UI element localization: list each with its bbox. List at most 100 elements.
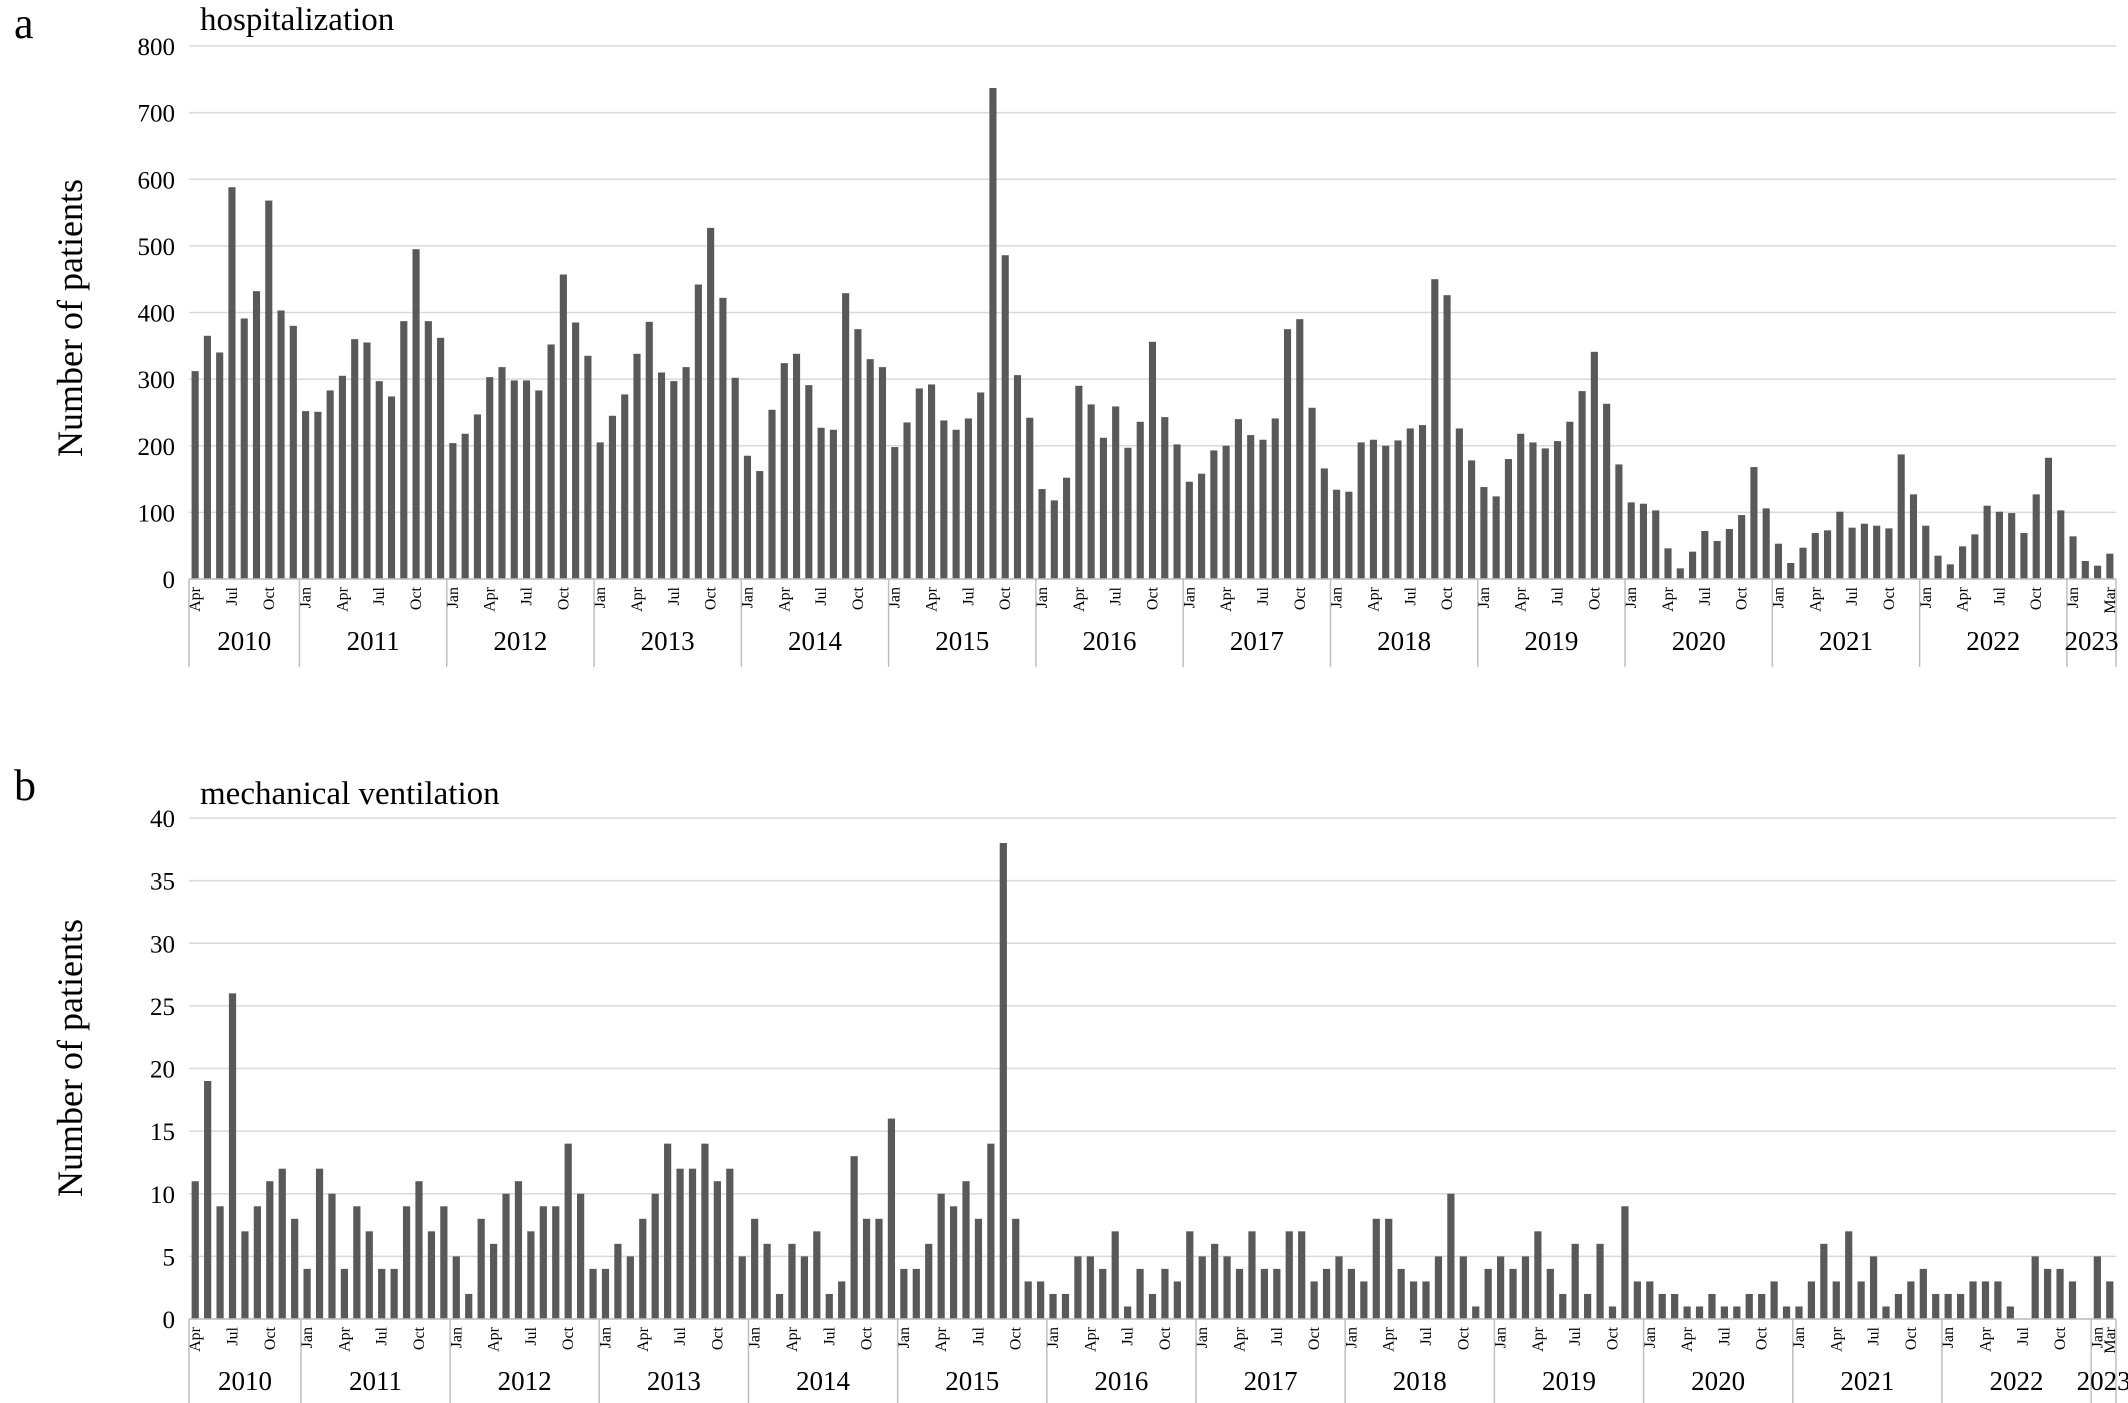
month-tick-label: Oct (850, 586, 867, 610)
month-tick-label: Apr (1381, 1326, 1398, 1352)
month-tick-label: Oct (1008, 1326, 1025, 1350)
bar (1075, 385, 1083, 579)
y-tick-label: 800 (138, 34, 176, 61)
bar (912, 1268, 920, 1319)
bar (402, 1206, 411, 1319)
bar (1296, 319, 1304, 579)
year-label: 2017 (1244, 1366, 1298, 1396)
bar (1836, 511, 1844, 579)
bar (962, 1181, 970, 1319)
month-tick-label: Oct (408, 586, 425, 610)
month-tick-label: Apr (1071, 586, 1088, 612)
bar (278, 1168, 286, 1319)
bar (1397, 1268, 1405, 1319)
bar (601, 1268, 610, 1319)
bar (639, 1218, 647, 1319)
bar (1223, 1256, 1231, 1319)
bar (415, 1181, 423, 1319)
bar (390, 1268, 398, 1319)
bar (1762, 508, 1770, 579)
bar (1994, 1281, 2002, 1319)
month-tick-label: Oct (2052, 1326, 2069, 1350)
month-tick-label: Jul (1550, 586, 1567, 605)
bar (1013, 375, 1022, 579)
bar (1676, 568, 1684, 579)
month-tick-label: Oct (1157, 1326, 1174, 1350)
y-tick-label: 0 (163, 567, 176, 594)
bar (621, 394, 629, 579)
month-tick-label: Apr (1660, 586, 1677, 612)
bar (1860, 523, 1868, 579)
bar (1795, 1306, 1803, 1319)
bar (1063, 477, 1071, 579)
bar (743, 455, 752, 579)
bar (2032, 494, 2040, 579)
month-tick-label: Jul (371, 586, 388, 605)
year-label: 2013 (647, 1366, 701, 1396)
bar (1372, 1218, 1380, 1319)
bar (477, 1218, 485, 1319)
bar (1946, 564, 1954, 579)
bar (1247, 435, 1255, 579)
bar (713, 1181, 721, 1319)
bar (1504, 459, 1513, 579)
bar (688, 1168, 697, 1319)
month-tick-label: Jan (1329, 587, 1346, 608)
bar (1124, 1306, 1132, 1319)
bar (1664, 548, 1672, 579)
bar (1322, 1268, 1331, 1319)
bar (1571, 1243, 1579, 1319)
bar (449, 443, 457, 579)
bar (191, 1181, 199, 1319)
month-tick-label: Oct (1306, 1326, 1323, 1350)
bar (1559, 1293, 1567, 1319)
year-label: 2015 (935, 626, 989, 656)
month-tick-label: Apr (1977, 1326, 1994, 1352)
month-tick-label: Apr (1955, 586, 1972, 612)
bar (1447, 1193, 1455, 1319)
bar (1845, 1231, 1853, 1319)
month-tick-label: Oct (859, 1326, 876, 1350)
month-tick-label: Apr (1082, 1326, 1099, 1352)
bar (1534, 1231, 1542, 1319)
bar (825, 1293, 833, 1319)
bar (657, 372, 666, 579)
bar (1517, 433, 1525, 579)
bar (937, 1193, 945, 1319)
y-tick-label: 15 (150, 1119, 175, 1146)
year-label: 2014 (788, 626, 843, 656)
bar (265, 200, 273, 579)
year-label: 2019 (1524, 626, 1578, 656)
bar (1173, 444, 1181, 579)
year-label: 2016 (1094, 1366, 1148, 1396)
panel-a-ylabel: Number of patients (50, 179, 90, 457)
bar (1001, 255, 1009, 579)
bar (572, 322, 580, 579)
month-tick-label: Jan (887, 587, 904, 608)
bar (1969, 1281, 1977, 1319)
bar (437, 337, 445, 579)
bar (473, 414, 481, 579)
month-tick-label: Oct (261, 586, 278, 610)
bar (829, 429, 837, 579)
bar (412, 249, 420, 580)
bar (751, 1218, 759, 1319)
bar (1782, 1306, 1791, 1319)
y-tick-label: 35 (150, 869, 175, 896)
bar (577, 1193, 585, 1319)
bar (1639, 503, 1648, 579)
bar (465, 1293, 473, 1319)
bar (1443, 295, 1451, 579)
bar (277, 310, 285, 579)
bar (2069, 536, 2077, 579)
bar (2068, 1281, 2077, 1319)
bar (1774, 543, 1783, 579)
bar (1857, 1281, 1865, 1319)
month-tick-label: Oct (1586, 586, 1603, 610)
bar (1360, 1281, 1368, 1319)
bar (1799, 547, 1807, 579)
bar (1087, 404, 1095, 579)
bar (2093, 1256, 2101, 1319)
bar (1248, 1231, 1256, 1319)
bar (375, 381, 383, 579)
